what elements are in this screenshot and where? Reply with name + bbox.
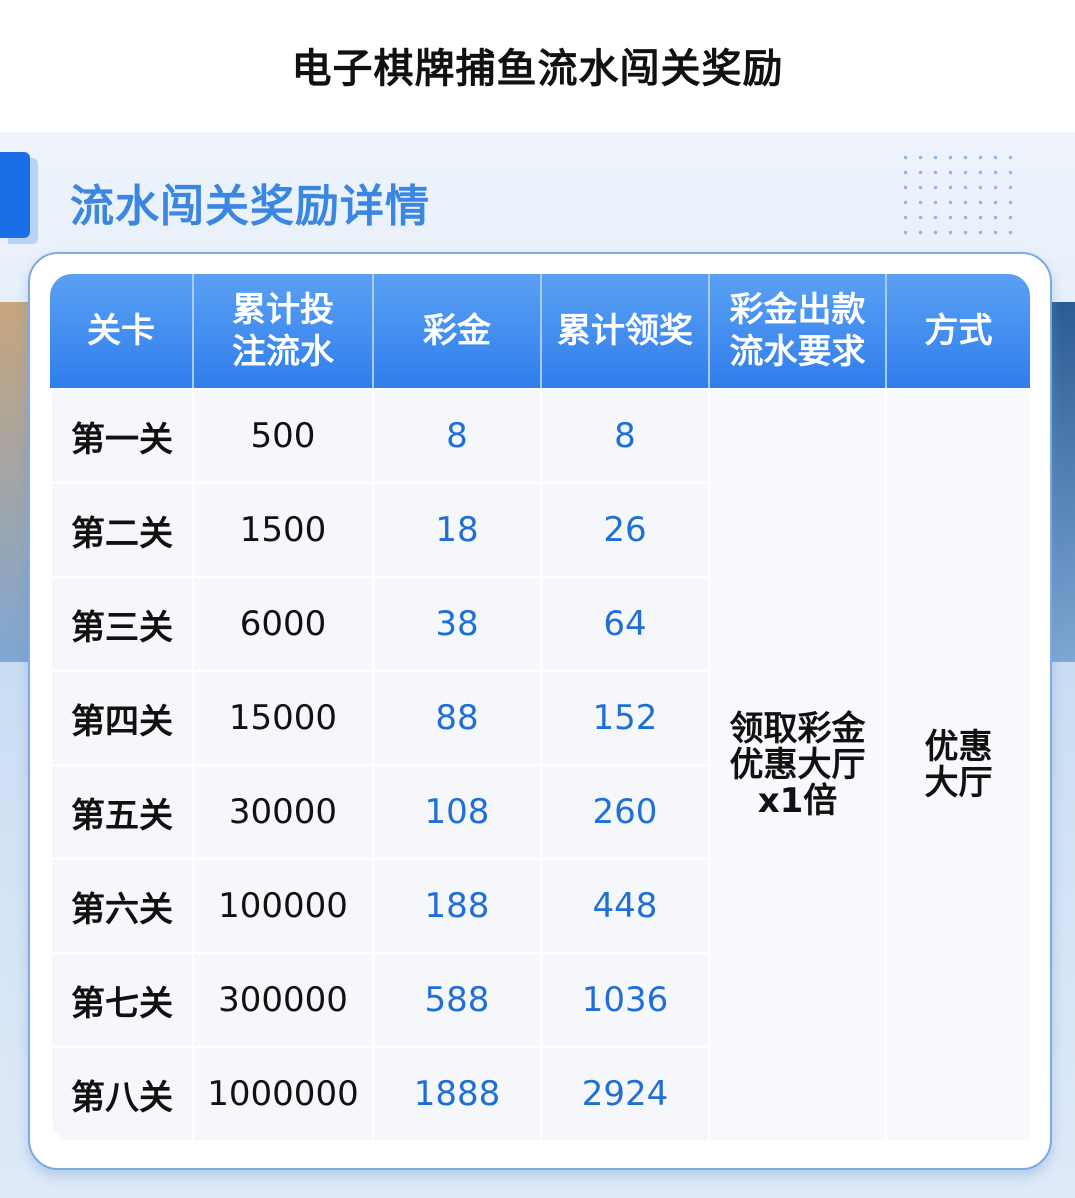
dot-pattern-decoration xyxy=(898,150,1018,240)
top-bar: 电子棋牌捕鱼流水闯关奖励 xyxy=(0,0,1075,132)
bonus-cell: 108 xyxy=(372,764,540,858)
requirement-cell-line: x1倍 xyxy=(757,781,838,821)
stage-cell: 第一关 xyxy=(50,388,192,482)
column-header: 关卡 xyxy=(50,274,192,388)
section-title: 流水闯关奖励详情 xyxy=(70,181,430,232)
cumulative-reward-cell: 152 xyxy=(540,670,708,764)
column-header-line: 彩金 xyxy=(423,311,491,351)
reward-table-card: 关卡 累计投 注流水 彩金 累计领奖 彩金出款 流水要求 方式 第一关 500 8 8 领取彩金 优惠大… xyxy=(28,252,1052,1170)
table-row: 第三关 6000 38 64 xyxy=(50,576,1030,670)
column-header-line: 累计投 xyxy=(232,290,334,330)
table-row: 第二关 1500 18 26 xyxy=(50,482,1030,576)
stage-cell: 第六关 xyxy=(50,858,192,952)
table-row: 第六关 100000 188 448 xyxy=(50,858,1030,952)
turnover-cell: 300000 xyxy=(192,952,372,1046)
table-header-row: 关卡 累计投 注流水 彩金 累计领奖 彩金出款 流水要求 方式 xyxy=(50,274,1030,388)
cumulative-reward-cell: 448 xyxy=(540,858,708,952)
cumulative-reward-cell: 8 xyxy=(540,388,708,482)
turnover-cell: 1000000 xyxy=(192,1046,372,1140)
bonus-cell: 188 xyxy=(372,858,540,952)
column-header-line: 累计领奖 xyxy=(557,311,693,351)
page-title: 电子棋牌捕鱼流水闯关奖励 xyxy=(291,46,784,92)
column-header-line: 关卡 xyxy=(87,311,155,351)
column-header: 彩金出款 流水要求 xyxy=(708,274,885,388)
turnover-cell: 6000 xyxy=(192,576,372,670)
bonus-cell: 1888 xyxy=(372,1046,540,1140)
turnover-cell: 500 xyxy=(192,388,372,482)
cumulative-reward-cell: 1036 xyxy=(540,952,708,1046)
bonus-cell: 38 xyxy=(372,576,540,670)
cumulative-reward-cell: 260 xyxy=(540,764,708,858)
requirement-cell-line: 领取彩金 xyxy=(729,709,866,749)
stage-cell: 第二关 xyxy=(50,482,192,576)
column-header: 彩金 xyxy=(372,274,540,388)
method-cell-line: 优惠 xyxy=(924,727,993,767)
turnover-cell: 100000 xyxy=(192,858,372,952)
column-header: 累计领奖 xyxy=(540,274,708,388)
stage-cell: 第四关 xyxy=(50,670,192,764)
bonus-cell: 8 xyxy=(372,388,540,482)
table-row: 第五关 30000 108 260 xyxy=(50,764,1030,858)
column-header-line: 注流水 xyxy=(232,332,334,372)
bonus-cell: 88 xyxy=(372,670,540,764)
turnover-cell: 30000 xyxy=(192,764,372,858)
turnover-cell: 1500 xyxy=(192,482,372,576)
stage-cell: 第三关 xyxy=(50,576,192,670)
cumulative-reward-cell: 26 xyxy=(540,482,708,576)
bonus-cell: 588 xyxy=(372,952,540,1046)
reward-table: 关卡 累计投 注流水 彩金 累计领奖 彩金出款 流水要求 方式 第一关 500 8 8 领取彩金 优惠大… xyxy=(50,274,1030,1140)
cumulative-reward-cell: 2924 xyxy=(540,1046,708,1140)
column-header: 累计投 注流水 xyxy=(192,274,372,388)
requirement-cell-line: 优惠大厅 xyxy=(729,745,866,785)
bonus-cell: 18 xyxy=(372,482,540,576)
column-header-line: 方式 xyxy=(924,311,993,351)
column-header: 方式 xyxy=(885,274,1030,388)
column-header-line: 流水要求 xyxy=(729,332,866,372)
method-cell: 优惠 大厅 xyxy=(885,388,1030,1140)
table-row: 第七关 300000 588 1036 xyxy=(50,952,1030,1046)
table-row: 第四关 15000 88 152 xyxy=(50,670,1030,764)
method-cell-line: 大厅 xyxy=(924,763,993,803)
reward-section: 流水闯关奖励详情 关卡 累计投 注流水 彩金 累计领奖 彩金出款 流水要求 方式 第一关 500… xyxy=(0,132,1075,1198)
cumulative-reward-cell: 64 xyxy=(540,576,708,670)
stage-cell: 第八关 xyxy=(50,1046,192,1140)
table-row: 第一关 500 8 8 领取彩金 优惠大厅 x1倍 优惠 大厅 xyxy=(50,388,1030,1140)
table-row: 第八关 1000000 1888 2924 xyxy=(50,1046,1030,1140)
stage-cell: 第五关 xyxy=(50,764,192,858)
turnover-cell: 15000 xyxy=(192,670,372,764)
section-marker-tab xyxy=(0,152,30,238)
requirement-cell: 领取彩金 优惠大厅 x1倍 xyxy=(708,388,885,1140)
stage-cell: 第七关 xyxy=(50,952,192,1046)
column-header-line: 彩金出款 xyxy=(729,290,866,330)
